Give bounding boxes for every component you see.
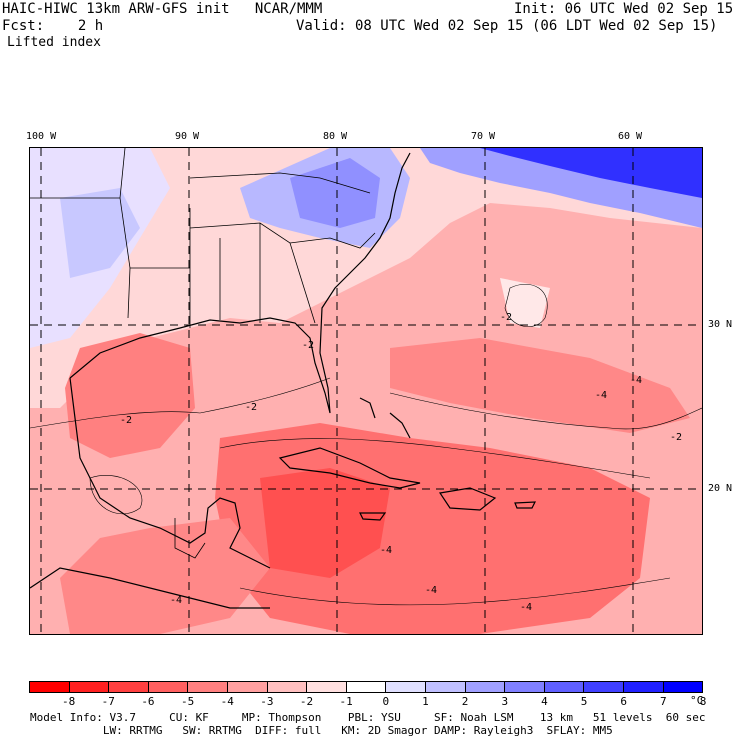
lat-label-30n: 30 N (708, 319, 733, 330)
colorbar-tick-label: 4 (541, 695, 548, 708)
colorbar-swatch (227, 682, 268, 692)
colorbar-swatch (623, 682, 664, 692)
colorbar-tick-label: -2 (299, 695, 314, 708)
colorbar-swatch (346, 682, 387, 692)
contour-labels: -2 -2 -2 -2 -4 -4 -4 -4 -4 -2 -4 -2 (120, 312, 682, 613)
stable-zone-core (480, 148, 702, 198)
colorbar-swatch (505, 682, 545, 692)
lon-label-100w: 100 W (26, 131, 57, 142)
stable-patch-texas (60, 188, 140, 278)
colorbar-tick-label: 2 (461, 695, 469, 708)
unstable-atlantic (390, 338, 690, 433)
field-name: Lifted index (7, 35, 101, 50)
stable-zone-carolinas (290, 158, 380, 228)
contour-label: -2 (670, 432, 682, 443)
light-field-north (30, 148, 702, 408)
graticule (30, 148, 702, 634)
colorbar-swatch (465, 682, 506, 692)
lon-label-90w: 90 W (175, 131, 200, 142)
colorbar-tick-label: -3 (260, 695, 274, 708)
colorbar-swatch (663, 682, 703, 692)
colorbar-swatch (69, 682, 110, 692)
coastlines (30, 152, 536, 609)
colorbar-tick-label: 8 (699, 695, 707, 708)
colorbar-tick-label: -5 (180, 695, 195, 708)
colorbar-swatch (425, 682, 466, 692)
contour-label: -2 (245, 402, 257, 413)
colorbar-swatch (30, 682, 70, 692)
contours (30, 283, 702, 606)
contour-label: -4 (520, 602, 532, 613)
colorbar-swatch (584, 682, 624, 692)
colorbar-swatch (307, 682, 347, 692)
colorbar-tick-label: -6 (141, 695, 155, 708)
colorbar-swatch (544, 682, 585, 692)
contour-label: -4 (630, 375, 642, 386)
contour-label: -4 (380, 545, 392, 556)
lon-label-60w: 60 W (618, 131, 643, 142)
forecast-hour: Fcst: 2 h (2, 18, 104, 34)
valid-time: Valid: 08 UTC Wed 02 Sep 15 (06 LDT Wed … (296, 18, 718, 34)
init-time: Init: 06 UTC Wed 02 Sep 15 (514, 1, 734, 17)
lon-label-80w: 80 W (323, 131, 348, 142)
colorbar-tick-label: 1 (422, 695, 429, 708)
model-info-line2: LW: RRTMG SW: RRTMG DIFF: full KM: 2D Sm… (30, 724, 613, 737)
contour-label: -4 (595, 390, 607, 401)
colorbar-swatch (188, 682, 228, 692)
unstable-gulf-west (65, 333, 195, 458)
colorbar-tick-label: -1 (339, 695, 353, 708)
colorbar-tick-label: 6 (620, 695, 628, 708)
colorbar-swatch (109, 682, 149, 692)
lon-label-70w: 70 W (471, 131, 496, 142)
colorbar-tick-label: 3 (501, 695, 509, 708)
unstable-core-caribbean (260, 468, 390, 578)
colorbar-tick-label: 0 (382, 695, 390, 708)
colorbar-tick-label: 5 (580, 695, 588, 708)
colorbar-tick-label: -4 (220, 695, 234, 708)
contour-label: -2 (500, 312, 512, 323)
colorbar-unit: °C (690, 694, 704, 707)
lifted-index-map: -2 -2 -2 -2 -4 -4 -4 -4 -4 -2 -4 -2 (29, 147, 703, 635)
contour-label: -2 (302, 340, 314, 351)
map-canvas: -2 -2 -2 -2 -4 -4 -4 -4 -4 -2 -4 -2 (30, 148, 702, 634)
colorbar-swatch (386, 682, 426, 692)
model-info-line1: Model Info: V3.7 CU: KF MP: Thompson PBL… (30, 711, 706, 724)
colorbar-swatch (148, 682, 189, 692)
contour-label: -4 (170, 595, 182, 606)
colorbar-swatch (267, 682, 308, 692)
contour-label: -2 (120, 415, 132, 426)
colorbar-tick-label: -7 (101, 695, 115, 708)
colorbar-tick-label: -8 (62, 695, 76, 708)
lat-label-20n: 20 N (708, 483, 733, 494)
borders (30, 148, 376, 559)
colorbar-tick-label: 7 (660, 695, 667, 708)
neutral-patch-atlantic (500, 278, 550, 328)
model-title: HAIC-HIWC 13km ARW-GFS init NCAR/MMM (2, 1, 323, 17)
colorbar (29, 681, 703, 693)
contour-label: -4 (425, 585, 437, 596)
